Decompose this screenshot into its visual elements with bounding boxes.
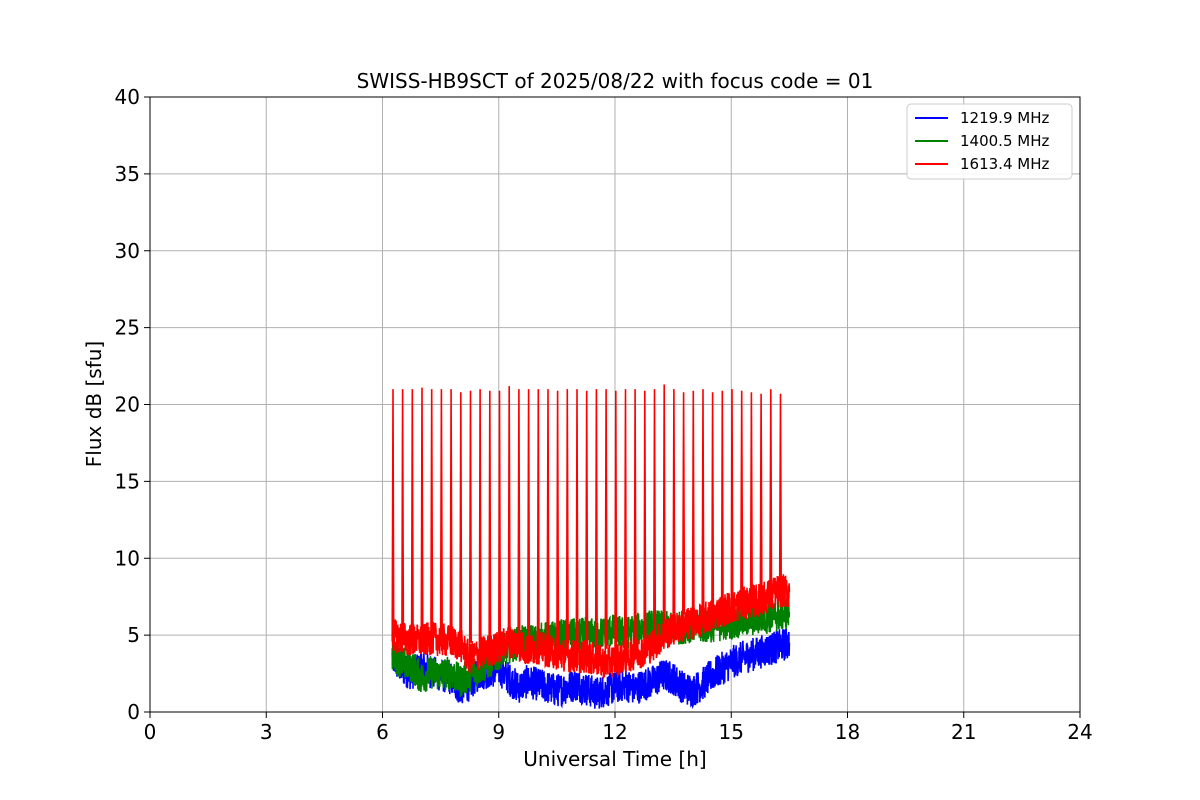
x-tick-label: 12 bbox=[602, 720, 627, 744]
y-tick-label: 0 bbox=[127, 700, 140, 724]
y-tick-label: 5 bbox=[127, 623, 140, 647]
y-tick-label: 15 bbox=[115, 469, 140, 493]
y-tick-label: 40 bbox=[115, 85, 140, 109]
y-tick-label: 35 bbox=[115, 162, 140, 186]
x-tick-label: 24 bbox=[1067, 720, 1092, 744]
series-lines bbox=[391, 384, 791, 710]
x-tick-label: 0 bbox=[144, 720, 157, 744]
x-tick-label: 15 bbox=[719, 720, 744, 744]
legend-entries: 1219.9 MHz 1400.5 MHz 1613.4 MHz bbox=[915, 109, 1049, 173]
y-tick-label: 10 bbox=[115, 546, 140, 570]
y-tick-label: 25 bbox=[115, 316, 140, 340]
legend-label: 1613.4 MHz bbox=[960, 155, 1049, 173]
x-tick-label: 18 bbox=[835, 720, 860, 744]
y-tick-label: 20 bbox=[115, 393, 140, 417]
x-axis-label: Universal Time [h] bbox=[523, 747, 706, 771]
y-tick-label: 30 bbox=[115, 239, 140, 263]
series-line-1219-9-mhz bbox=[391, 627, 791, 710]
legend-label: 1219.9 MHz bbox=[960, 109, 1049, 127]
x-tick-label: 6 bbox=[376, 720, 389, 744]
legend: 1219.9 MHz 1400.5 MHz 1613.4 MHz bbox=[906, 103, 1073, 180]
y-axis-label: Flux dB [sfu] bbox=[82, 341, 106, 467]
legend-label: 1400.5 MHz bbox=[960, 132, 1049, 150]
x-tick-label: 3 bbox=[260, 720, 273, 744]
x-tick-label: 21 bbox=[951, 720, 976, 744]
x-tick-label: 9 bbox=[492, 720, 505, 744]
series-line-1613-4-mhz bbox=[391, 384, 791, 679]
legend-box bbox=[906, 103, 1073, 180]
tick-labels: 0 3 6 9 12 15 18 21 24 0 5 10 15 20 25 30 35 40 bbox=[115, 85, 1093, 744]
chart-title: SWISS-HB9SCT of 2025/08/22 with focus co… bbox=[357, 69, 874, 93]
